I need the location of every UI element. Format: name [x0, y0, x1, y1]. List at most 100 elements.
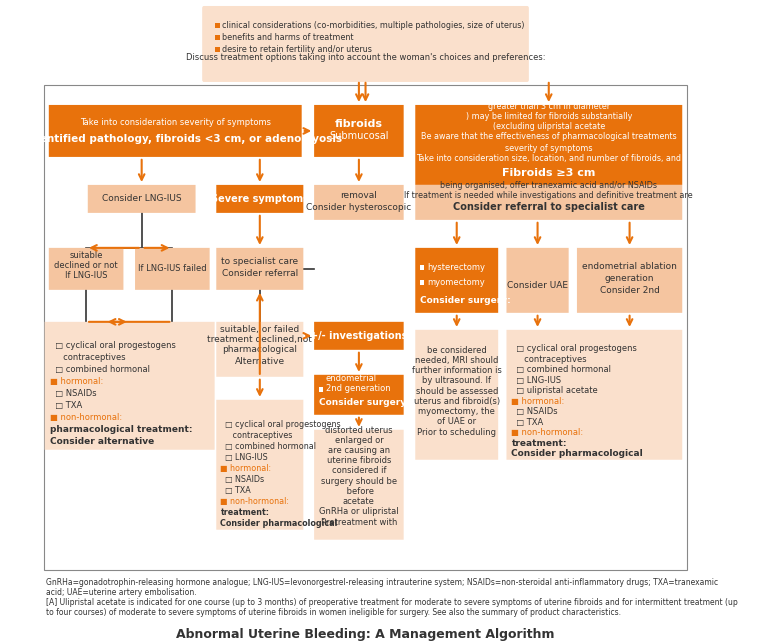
- Bar: [420, 266, 424, 270]
- FancyBboxPatch shape: [314, 375, 404, 415]
- Text: ■ non-hormonal:: ■ non-hormonal:: [221, 497, 289, 506]
- Text: Consider alternative: Consider alternative: [50, 437, 154, 446]
- Text: □ cyclical oral progestogens: □ cyclical oral progestogens: [50, 341, 176, 350]
- Bar: [44, 85, 687, 570]
- Text: hysterectomy: hysterectomy: [326, 356, 384, 365]
- FancyBboxPatch shape: [314, 322, 404, 350]
- Text: +/- investigations: +/- investigations: [310, 331, 408, 341]
- Text: surgery should be: surgery should be: [321, 477, 397, 486]
- Text: □ NSAIDs: □ NSAIDs: [50, 389, 96, 398]
- Text: being organised, offer tranexamic acid and/or NSAIDs: being organised, offer tranexamic acid a…: [440, 181, 658, 190]
- Text: Abnormal Uterine Bleeding: A Management Algorithm: Abnormal Uterine Bleeding: A Management …: [176, 628, 555, 641]
- Text: generation: generation: [604, 274, 654, 283]
- Text: Prior to scheduling: Prior to scheduling: [417, 428, 496, 437]
- Text: distorted uterus: distorted uterus: [325, 426, 392, 435]
- Text: □ cyclical oral progestogens: □ cyclical oral progestogens: [221, 421, 341, 430]
- Text: Consider referral: Consider referral: [222, 269, 298, 278]
- FancyBboxPatch shape: [577, 248, 682, 313]
- Text: suitable: suitable: [69, 251, 103, 260]
- Text: Alternative: Alternative: [235, 357, 285, 366]
- Text: Discuss treatment options taking into account the woman's choices and preference: Discuss treatment options taking into ac…: [186, 53, 545, 62]
- Text: □ NSAIDs: □ NSAIDs: [221, 475, 264, 484]
- Text: treatment declined,not: treatment declined,not: [207, 335, 312, 344]
- Text: Consider surgery:: Consider surgery:: [420, 296, 511, 305]
- Text: greater than 3 cm in diameter: greater than 3 cm in diameter: [488, 102, 610, 111]
- Bar: [215, 23, 220, 28]
- FancyBboxPatch shape: [202, 6, 529, 82]
- Text: ablation: ablation: [326, 365, 360, 374]
- Text: fibroids: fibroids: [335, 119, 383, 129]
- Text: □ ulipristal acetate: □ ulipristal acetate: [512, 386, 598, 395]
- FancyBboxPatch shape: [44, 322, 215, 449]
- Text: treatment:: treatment:: [221, 508, 269, 517]
- Text: Consider pharmacological: Consider pharmacological: [512, 449, 644, 458]
- Text: □ TXA: □ TXA: [50, 401, 82, 410]
- FancyBboxPatch shape: [415, 330, 498, 460]
- Text: □ combined hormonal: □ combined hormonal: [50, 365, 150, 374]
- Text: Submucosal: Submucosal: [329, 131, 388, 141]
- Text: treatment:: treatment:: [512, 439, 567, 448]
- Bar: [319, 368, 323, 373]
- Text: Consider LNG-IUS: Consider LNG-IUS: [102, 194, 182, 203]
- Text: Take into consideration severity of symptoms: Take into consideration severity of symp…: [80, 118, 271, 127]
- Text: □ NSAIDs: □ NSAIDs: [512, 407, 558, 416]
- FancyBboxPatch shape: [49, 105, 302, 157]
- Text: □ cyclical oral progestogens: □ cyclical oral progestogens: [512, 344, 637, 353]
- Text: contraceptives: contraceptives: [50, 353, 126, 362]
- Text: uterus and fibroid(s): uterus and fibroid(s): [413, 397, 500, 406]
- Text: Consider UAE: Consider UAE: [507, 281, 568, 290]
- Text: further information is: further information is: [412, 367, 502, 376]
- Text: Consider hysteroscopic: Consider hysteroscopic: [307, 203, 412, 212]
- Text: □ combined hormonal: □ combined hormonal: [221, 442, 317, 451]
- FancyBboxPatch shape: [135, 248, 210, 290]
- Text: contraceptives: contraceptives: [512, 355, 587, 364]
- Text: ■ non-hormonal:: ■ non-hormonal:: [512, 428, 583, 437]
- Text: myomectomy: myomectomy: [427, 278, 484, 287]
- FancyBboxPatch shape: [506, 330, 682, 460]
- Text: considered if: considered if: [332, 466, 386, 475]
- Text: (excluding ulipristal acetate: (excluding ulipristal acetate: [493, 122, 604, 131]
- Text: endometrial: endometrial: [326, 374, 377, 383]
- FancyBboxPatch shape: [88, 185, 196, 213]
- Bar: [420, 280, 424, 285]
- FancyBboxPatch shape: [314, 430, 404, 539]
- Text: desire to retain fertility and/or uterus: desire to retain fertility and/or uterus: [222, 45, 372, 54]
- Text: ) may be limited for fibroids substantially: ) may be limited for fibroids substantia…: [466, 113, 632, 122]
- Text: Be aware that the effectiveness of pharmacological treatments: Be aware that the effectiveness of pharm…: [421, 132, 676, 141]
- Text: myomectomy, the: myomectomy, the: [418, 407, 495, 416]
- Bar: [319, 387, 323, 392]
- Text: are causing an: are causing an: [328, 446, 390, 455]
- Text: No identified pathology, fibroids <3 cm, or adenomyosis: No identified pathology, fibroids <3 cm,…: [9, 134, 342, 144]
- Text: acetate: acetate: [343, 497, 375, 506]
- Text: benefits and harms of treatment: benefits and harms of treatment: [222, 33, 353, 42]
- FancyBboxPatch shape: [314, 185, 404, 220]
- Bar: [215, 35, 220, 40]
- FancyBboxPatch shape: [415, 248, 498, 313]
- Text: ■ non-hormonal:: ■ non-hormonal:: [50, 413, 122, 422]
- Text: contraceptives: contraceptives: [221, 431, 292, 440]
- Text: GnRHa=gonadotrophin-releasing hormone analogue; LNG-IUS=levonorgestrel-releasing: GnRHa=gonadotrophin-releasing hormone an…: [46, 577, 718, 597]
- Text: ■ hormonal:: ■ hormonal:: [221, 464, 271, 473]
- Text: □ LNG-IUS: □ LNG-IUS: [221, 453, 268, 462]
- Text: declined or not: declined or not: [55, 261, 118, 270]
- Text: suitable, or failed: suitable, or failed: [220, 325, 300, 334]
- Text: before: before: [344, 487, 374, 496]
- Text: removal: removal: [340, 191, 378, 200]
- Text: GnRHa or ulipristal: GnRHa or ulipristal: [319, 507, 399, 516]
- Text: pharmacological treatment:: pharmacological treatment:: [50, 425, 192, 434]
- Text: uterine fibroids: uterine fibroids: [327, 457, 391, 466]
- Text: be considered: be considered: [427, 347, 487, 356]
- FancyBboxPatch shape: [506, 248, 569, 313]
- FancyBboxPatch shape: [216, 248, 303, 290]
- Text: Fibroids ≥3 cm: Fibroids ≥3 cm: [502, 168, 595, 178]
- Text: pharmacological: pharmacological: [222, 345, 297, 354]
- Text: ■ hormonal:: ■ hormonal:: [50, 377, 103, 386]
- Text: Severe symptoms: Severe symptoms: [211, 194, 309, 204]
- Text: Consider pharmacological: Consider pharmacological: [221, 520, 338, 528]
- Text: If LNG-IUS failed: If LNG-IUS failed: [138, 264, 207, 273]
- Text: severity of symptoms: severity of symptoms: [505, 145, 593, 154]
- Text: hysterectomy: hysterectomy: [427, 263, 485, 272]
- FancyBboxPatch shape: [314, 105, 404, 157]
- Text: by ultrasound. If: by ultrasound. If: [422, 376, 491, 385]
- Text: endometrial ablation: endometrial ablation: [582, 262, 677, 271]
